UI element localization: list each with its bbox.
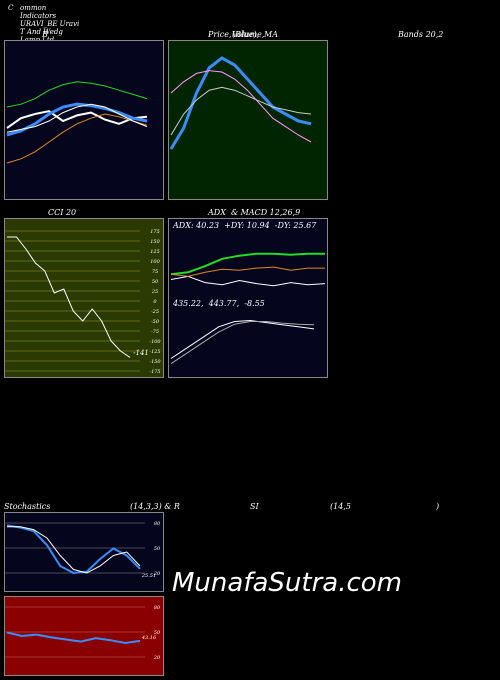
adx-line-0 <box>170 252 325 276</box>
bollinger-line-3 <box>6 113 148 164</box>
cci-tick-label: 50 <box>152 279 159 285</box>
cci-tick-label: -75 <box>151 329 159 335</box>
stochastics-panel: 80 50 20 25.51 <box>4 512 164 592</box>
price-ma-chart <box>169 56 312 150</box>
stoch-last-label: 25.51 <box>141 573 156 579</box>
cci-tick-label: -25 <box>151 309 159 315</box>
cci-label: CCI 20 <box>48 208 77 217</box>
rsi-tick-label: 80 <box>154 605 161 611</box>
bollinger-line-2 <box>6 81 148 108</box>
cci-chart: 175 150 125 100 75 50 25 0 -25 -50 -75 -100 -125 -150… <box>5 229 161 375</box>
rsi-line <box>6 631 141 645</box>
stoch-tick-label: 50 <box>154 546 161 552</box>
stoch-label: Stochastics <box>4 502 51 511</box>
cci-tick-label: 150 <box>150 239 160 245</box>
price-line-2 <box>170 86 312 136</box>
cci-tick-label: 100 <box>150 259 160 265</box>
cci-tick-label: -100 <box>149 339 161 345</box>
stoch-params-label: (14,3,3) & R <box>130 502 180 511</box>
bollinger-line-0 <box>6 110 148 129</box>
brand-watermark: MunafaSutra.com <box>172 568 403 598</box>
cci-last-label: -141 <box>133 349 149 357</box>
rsi-panel: 80 50 20 43.16 <box>4 596 164 676</box>
macd-line-0 <box>170 319 315 359</box>
cci-tick-label: 0 <box>153 299 157 305</box>
cci-tick-label: 175 <box>150 229 160 235</box>
price-ma-panel <box>168 40 328 200</box>
header-prefix: C <box>8 4 14 12</box>
bollinger-panel <box>4 40 164 200</box>
bollinger-chart <box>6 81 148 164</box>
cci-tick-label: 25 <box>151 289 158 295</box>
rsi-tick-label: 20 <box>153 655 161 661</box>
bands-label: Bands 20,2 <box>398 30 444 39</box>
rsi-close-label: ) <box>436 502 440 511</box>
bollinger-line-4 <box>6 103 148 133</box>
cci-line <box>7 236 131 358</box>
bollinger-line-1 <box>6 102 148 137</box>
volume-label: Volume, <box>232 30 265 39</box>
cci-tick-label: -150 <box>149 359 161 365</box>
price-line-1 <box>170 70 312 143</box>
stoch-k-line <box>6 524 141 575</box>
stoch-tick-label: 80 <box>154 521 161 527</box>
adx-macd-chart <box>170 252 326 365</box>
adx-label: ADX & MACD 12,26,9 <box>208 208 301 217</box>
stoch-tick-label: 20 <box>153 571 161 577</box>
macd-line-1 <box>170 321 315 365</box>
price-line-0 <box>169 56 312 150</box>
cci-tick-label: -50 <box>151 319 160 325</box>
rsi-params-label: (14,5 <box>330 502 351 511</box>
ma-label: MA <box>264 30 278 39</box>
mid-label: (Blue), <box>232 30 260 39</box>
macd-values: 435.22, 443.77, -8.55 <box>173 299 265 308</box>
price-label: Price, <box>208 30 232 39</box>
cci-panel: 175 150 125 100 75 50 25 0 -25 -50 -75 -100 -125 -150… <box>4 218 164 378</box>
cci-tick-label: 125 <box>150 249 160 255</box>
adx-line-1 <box>170 275 326 287</box>
adx-values: ADX: 40.23 +DY: 10.94 -DY: 25.67 <box>173 221 317 230</box>
rsi-chart: 80 50 20 43.16 <box>5 605 161 661</box>
bollinger-label: B <box>42 30 48 39</box>
rsi-last-label: 43.16 <box>141 635 157 641</box>
adx-line-2 <box>170 266 325 277</box>
adx-macd-panel: ADX: 40.23 +DY: 10.94 -DY: 25.67 435.22,… <box>168 218 328 378</box>
rsi-tick-label: 50 <box>154 630 161 636</box>
si-label: SI <box>250 502 259 511</box>
stoch-d-line <box>7 526 141 574</box>
cci-tick-label: 75 <box>152 269 158 275</box>
cci-tick-label: -175 <box>149 369 160 375</box>
cci-tick-label: -125 <box>149 349 160 355</box>
